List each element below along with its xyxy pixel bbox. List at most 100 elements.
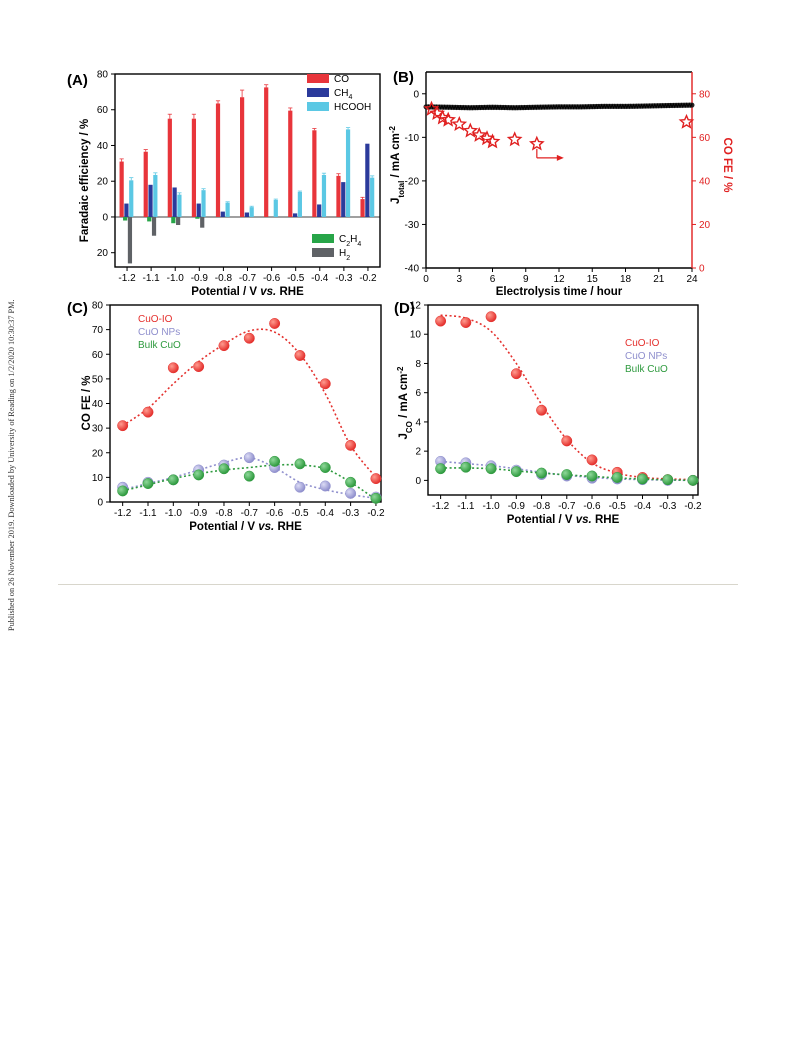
data-point-cuo-io — [510, 368, 522, 380]
y-tick-label-d: 12 — [410, 301, 422, 312]
bar-hcooh — [225, 202, 230, 217]
y-tick-label-a: 20 — [97, 248, 109, 259]
co-fe-star-point — [678, 113, 695, 129]
x-tick-label-d: -0.4 — [634, 501, 652, 512]
bar-c2h4 — [195, 216, 200, 219]
data-point-cuo-io — [218, 340, 230, 352]
axis-arrow-head — [556, 154, 564, 161]
legend-swatch-ch4 — [307, 88, 329, 97]
y-tick-label-a: 0 — [102, 212, 108, 223]
x-tick-label-c: -1.0 — [165, 508, 183, 519]
legend-swatch-c2h4 — [312, 234, 334, 243]
co-fe-star-point — [506, 131, 523, 147]
bar-ch4 — [172, 187, 177, 217]
bar-hcooh — [249, 207, 254, 217]
bar-ch4 — [365, 143, 370, 217]
panel-b: (B) 0 -10 -20 -30 -40 80 60 40 20 0 0 3 6 9 12 15 18 21 24 E… — [385, 62, 735, 302]
data-point-cuo-io — [193, 361, 205, 373]
bar-co — [240, 97, 245, 217]
data-point-cuo-io — [294, 350, 306, 361]
bar-hcooh — [201, 190, 206, 217]
data-point-bulk-cuo — [435, 463, 447, 475]
y-tick-label-d: 8 — [415, 359, 421, 370]
bar-c2h4 — [147, 216, 152, 222]
x-tick-label-a: -0.9 — [191, 273, 209, 284]
x-tick-label-d: -1.2 — [432, 501, 450, 512]
bar-h2 — [200, 216, 205, 228]
legend-label-bulk-cuo: Bulk CuO — [138, 340, 181, 351]
y-tick-label-a: 20 — [97, 177, 109, 188]
bar-co — [167, 118, 172, 217]
legend-label-cuo-nps: CuO NPs — [625, 351, 667, 362]
x-axis-title-c: Potential / V vs. RHE — [189, 521, 302, 533]
chart-a-svg: (A) 80 60 40 20 0 20 -1.2 -1.1 -1.0 -0.9 -0.8 -0.7 -0… — [67, 70, 381, 298]
x-tick-label-b: 21 — [653, 274, 665, 285]
y2-tick-label-b: 40 — [699, 176, 711, 187]
data-point-cuo-io — [142, 406, 154, 418]
bar-c2h4 — [171, 216, 176, 224]
y-tick-label-d: 0 — [415, 476, 421, 487]
bar-ch4 — [124, 203, 129, 217]
bar-h2 — [151, 216, 157, 236]
data-point-bulk-cuo — [510, 466, 522, 478]
x-tick-label-b: 6 — [490, 274, 496, 285]
bar-c2h4 — [123, 216, 128, 221]
y-tick-label-c: 60 — [92, 350, 104, 361]
bar-ch4 — [148, 184, 153, 217]
y-tick-label-c: 80 — [92, 301, 104, 312]
data-point-bulk-cuo — [294, 458, 306, 470]
data-point-bulk-cuo — [460, 461, 472, 473]
y-tick-label-b: -30 — [405, 220, 420, 231]
x-axis-title-d: Potential / V vs. RHE — [507, 514, 620, 526]
y-tick-label-c: 10 — [92, 473, 104, 484]
x-axis-title-a: Potential / V vs. RHE — [191, 286, 304, 298]
y-tick-label-b: -10 — [405, 133, 420, 144]
legend-label-bulk-cuo: Bulk CuO — [625, 364, 668, 375]
bar-co — [215, 103, 221, 217]
y2-tick-label-b: 0 — [699, 264, 705, 275]
bar-hcooh — [129, 180, 134, 217]
bar-h2 — [176, 216, 181, 226]
chart-b-svg: (B) 0 -10 -20 -30 -40 80 60 40 20 0 0 3 6 9 12 15 18 21 24 E… — [388, 69, 734, 298]
bar-ch4 — [244, 212, 249, 217]
bar-co — [264, 87, 269, 217]
y-axis-title-b: Jtotal / mA cm-2 — [388, 125, 406, 203]
bar-hcooh — [345, 129, 351, 217]
y-tick-label-a: 80 — [97, 70, 109, 81]
data-point-bulk-cuo — [193, 469, 205, 481]
bar-co — [143, 151, 148, 217]
bar-co — [360, 199, 365, 217]
bar-co — [312, 130, 317, 217]
x-tick-label-a: -0.8 — [215, 273, 233, 284]
x-tick-label-c: -0.2 — [367, 508, 385, 519]
x-tick-label-d: -0.7 — [558, 501, 576, 512]
x-tick-label-a: -0.2 — [359, 273, 377, 284]
y-tick-label-c: 50 — [92, 374, 104, 385]
x-tick-label-b: 12 — [553, 274, 565, 285]
x-tick-label-b: 15 — [587, 274, 599, 285]
x-tick-label-d: -0.5 — [609, 501, 627, 512]
bar-hcooh — [321, 174, 327, 217]
panel-label-c: (C) — [67, 300, 88, 317]
data-point-cuo-nps — [243, 452, 255, 464]
x-tick-label-b: 18 — [620, 274, 632, 285]
legend-label-hcooh: HCOOH — [334, 102, 371, 113]
bar-ch4 — [317, 204, 322, 217]
x-tick-label-c: -1.2 — [114, 508, 132, 519]
legend-label-c2h4: C2H4 — [339, 234, 361, 248]
x-tick-label-a: -1.2 — [118, 273, 136, 284]
x-tick-label-c: -0.6 — [266, 508, 284, 519]
data-point-bulk-cuo — [485, 463, 497, 475]
chart-c-svg: (C) 0 10 20 30 40 50 60 70 80 -1.2 -1.1 -1.0 -0.9 -0.8… — [67, 300, 385, 533]
legend-swatch-hcooh — [307, 102, 329, 111]
data-point-cuo-io — [460, 317, 472, 328]
data-point-bulk-cuo — [687, 474, 699, 486]
y-tick-label-d: 4 — [415, 417, 421, 428]
x-tick-label-a: -0.6 — [263, 273, 281, 284]
y-tick-label-c: 20 — [92, 448, 104, 459]
bar-hcooh — [153, 174, 158, 217]
panel-c: (C) 0 10 20 30 40 50 60 70 80 -1.2 -1.1 -1.0 -0.9 -0.8… — [58, 295, 388, 540]
data-point-bulk-cuo — [167, 474, 179, 486]
x-tick-label-d: -1.1 — [457, 501, 475, 512]
bar-h2 — [127, 216, 133, 264]
